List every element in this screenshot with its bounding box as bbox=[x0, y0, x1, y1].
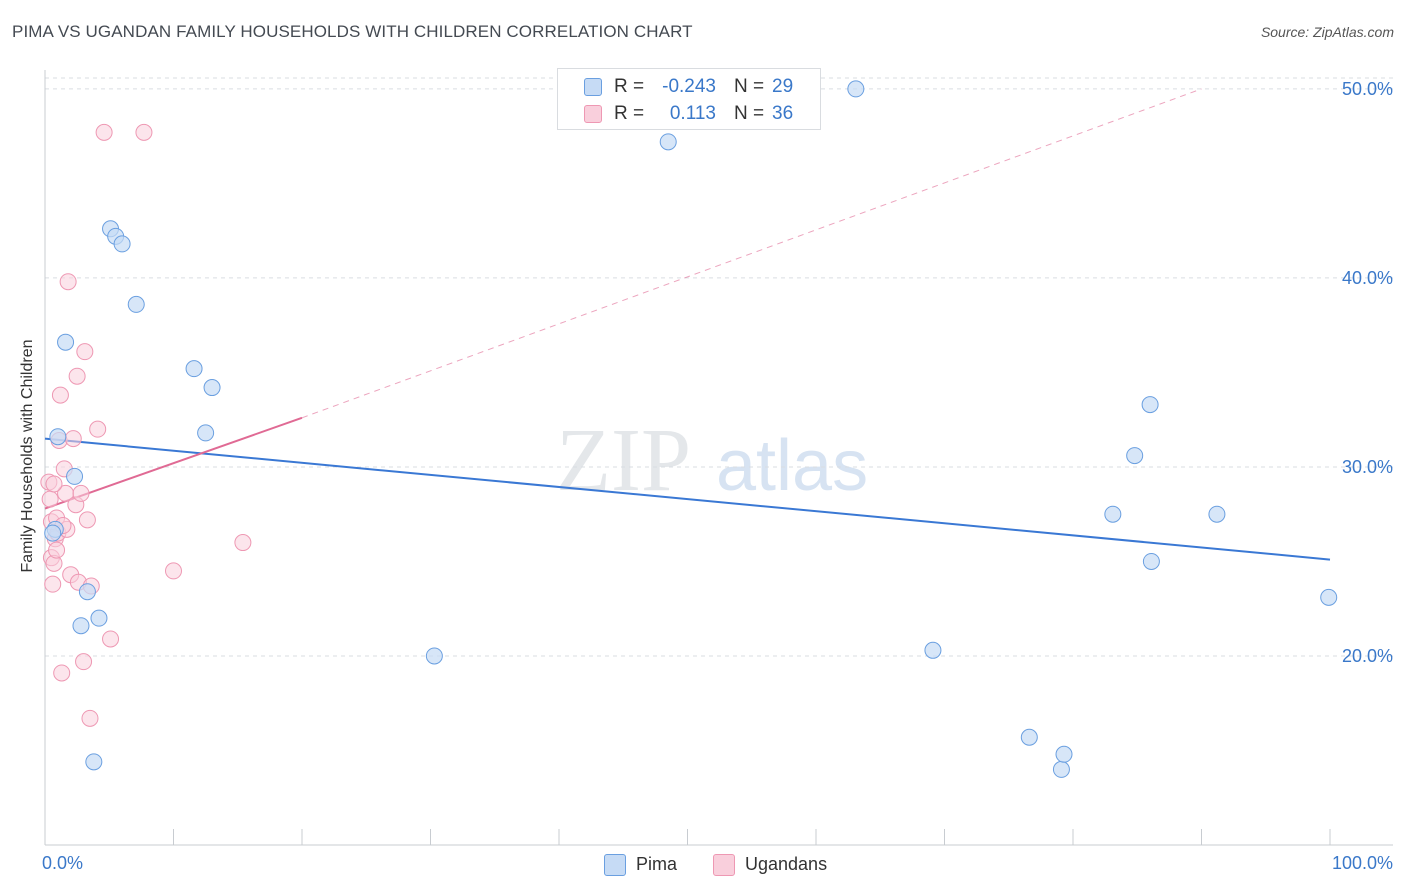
y-tick-label: 30.0% bbox=[1342, 457, 1393, 477]
ugandans-swatch bbox=[584, 105, 602, 123]
correlation-legend: R = -0.243 N = 29 R = 0.113 N = 36 bbox=[557, 68, 821, 130]
ugandans-point bbox=[75, 653, 93, 671]
series-legend: Pima Ugandans bbox=[0, 852, 1406, 878]
r-label: R = bbox=[614, 76, 645, 97]
ugandans-point bbox=[78, 511, 96, 529]
pima-point bbox=[1126, 447, 1144, 465]
ugandans-point bbox=[81, 709, 99, 727]
grid-lines bbox=[45, 77, 1393, 657]
ugandans-point bbox=[135, 123, 153, 141]
ugandans-trend-extension bbox=[301, 88, 1202, 419]
pima-point bbox=[49, 428, 67, 446]
legend-row-ugandans: R = 0.113 N = 36 bbox=[558, 101, 820, 127]
r-value: 0.113 bbox=[669, 103, 716, 124]
pima-point bbox=[425, 647, 443, 665]
n-value: 29 bbox=[772, 76, 794, 97]
pima-point bbox=[197, 424, 215, 442]
ugandans-point bbox=[41, 490, 59, 508]
ugandans-point bbox=[89, 420, 107, 438]
legend-label: Pima bbox=[636, 854, 678, 874]
legend-row-pima: R = -0.243 N = 29 bbox=[558, 74, 820, 100]
pima-point bbox=[44, 524, 62, 542]
ugandans-point bbox=[72, 484, 90, 502]
ugandans-point bbox=[102, 630, 120, 648]
ugandans-point bbox=[64, 430, 82, 448]
pima-point bbox=[90, 609, 108, 627]
y-tick-label: 50.0% bbox=[1342, 79, 1393, 99]
pima-point bbox=[1142, 552, 1160, 570]
ugandans-swatch bbox=[713, 854, 735, 876]
source-credit: Source: ZipAtlas.com bbox=[1260, 24, 1394, 40]
pima-point bbox=[1052, 760, 1070, 778]
legend-label: Ugandans bbox=[745, 854, 828, 874]
pima-point bbox=[57, 333, 75, 351]
axes bbox=[44, 70, 1393, 846]
data-points bbox=[40, 80, 1338, 778]
n-label: N = bbox=[734, 103, 765, 124]
y-tick-label: 20.0% bbox=[1342, 646, 1393, 666]
r-label: R = bbox=[614, 103, 645, 124]
pima-point bbox=[1055, 745, 1073, 763]
ugandans-point bbox=[45, 475, 63, 493]
ugandans-point bbox=[59, 273, 77, 291]
ugandans-point bbox=[48, 541, 66, 559]
pima-point bbox=[847, 80, 865, 98]
r-value: -0.243 bbox=[662, 76, 716, 97]
watermark-zip: ZIP bbox=[556, 411, 691, 510]
n-label: N = bbox=[734, 76, 765, 97]
pima-point bbox=[1141, 396, 1159, 414]
pima-point bbox=[1208, 505, 1226, 523]
ugandans-point bbox=[51, 386, 69, 404]
pima-point bbox=[127, 295, 145, 313]
pima-point bbox=[85, 753, 103, 771]
ugandans-point bbox=[44, 575, 62, 593]
watermark-atlas: atlas bbox=[716, 426, 868, 506]
x-tick-label: 100.0% bbox=[1332, 853, 1393, 873]
tick-labels: 20.0% 30.0% 40.0% 50.0% 0.0% 100.0% bbox=[42, 79, 1393, 873]
pima-point bbox=[1320, 588, 1338, 606]
pima-point bbox=[78, 583, 96, 601]
pima-point bbox=[72, 617, 90, 635]
pima-trend-line bbox=[44, 437, 1331, 561]
pima-swatch bbox=[604, 854, 626, 876]
ugandans-point bbox=[95, 123, 113, 141]
pima-point bbox=[1104, 505, 1122, 523]
ugandans-point bbox=[165, 562, 182, 580]
watermark: ZIP atlas bbox=[556, 411, 868, 510]
pima-point bbox=[924, 641, 942, 659]
pima-point bbox=[185, 360, 203, 378]
pima-point bbox=[66, 467, 84, 485]
pima-point bbox=[113, 235, 131, 253]
pima-swatch bbox=[584, 78, 602, 96]
ugandans-point bbox=[53, 664, 71, 682]
ugandans-point bbox=[76, 343, 94, 361]
y-tick-label: 40.0% bbox=[1342, 268, 1393, 288]
ugandans-point bbox=[68, 367, 86, 385]
pima-point bbox=[659, 133, 677, 151]
x-tick-label: 0.0% bbox=[42, 853, 83, 873]
pima-point bbox=[203, 379, 221, 397]
n-value: 36 bbox=[772, 103, 794, 124]
pima-point bbox=[1020, 728, 1038, 746]
ugandans-point bbox=[234, 534, 252, 552]
chart-title: PIMA VS UGANDAN FAMILY HOUSEHOLDS WITH C… bbox=[12, 22, 693, 41]
